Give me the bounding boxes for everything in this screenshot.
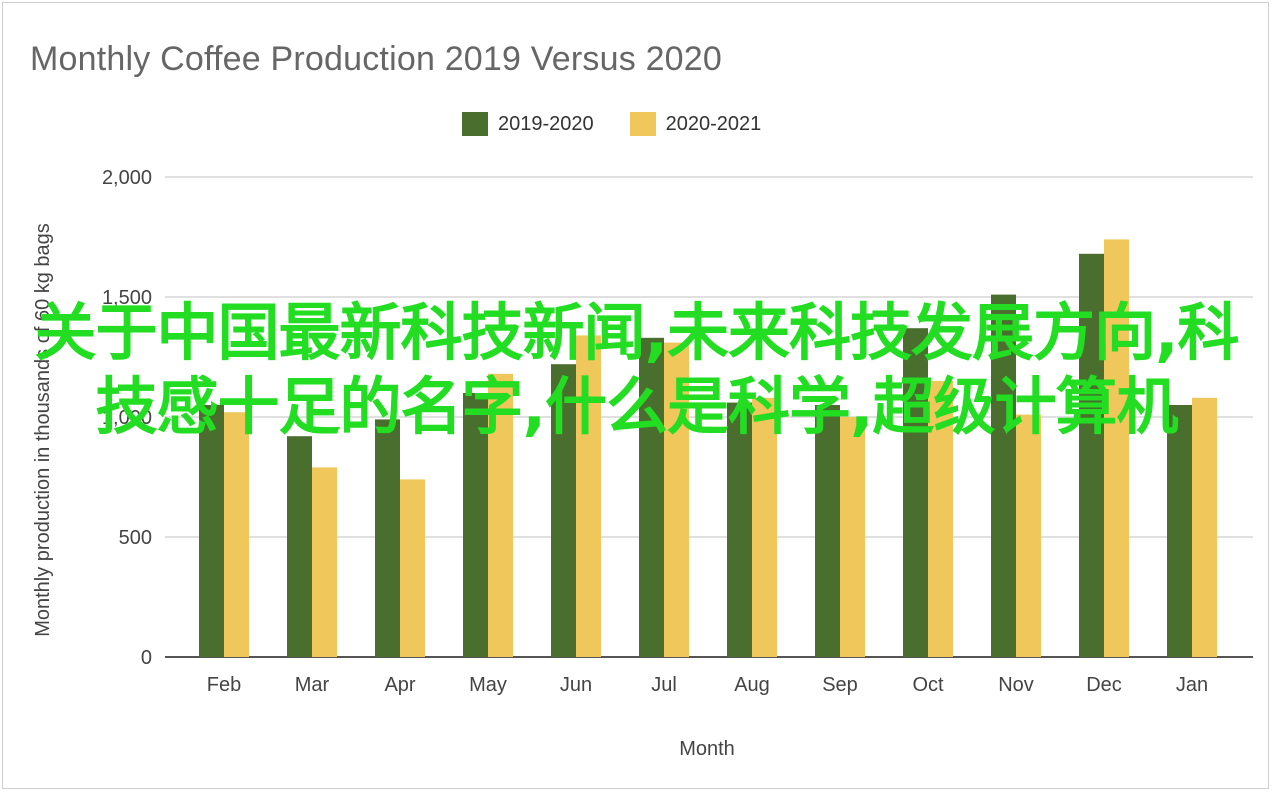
legend-label-series-2: 2020-2021 — [665, 112, 762, 135]
x-tick-label: Apr — [384, 674, 415, 696]
chart-legend: 2019-2020 2020-2021 — [462, 112, 761, 136]
bars — [199, 239, 1217, 658]
bar-2019-2020-Jul — [639, 337, 664, 657]
y-tick-label: 2,000 — [102, 167, 152, 189]
bar-2019-2020-Sep — [815, 405, 840, 657]
bar-2020-2021-Jul — [664, 342, 689, 657]
legend-swatch-series-2 — [629, 112, 656, 136]
bar-2020-2021-Feb — [224, 412, 249, 657]
bar-2019-2020-Nov — [991, 294, 1016, 657]
bar-2019-2020-Jan — [1167, 405, 1192, 657]
bar-2019-2020-Dec — [1079, 253, 1104, 658]
bar-2020-2021-Apr — [400, 479, 425, 657]
y-tick-label: 1,000 — [102, 407, 152, 429]
legend-swatch-series-1 — [462, 112, 488, 136]
x-axis-title: Month — [679, 738, 735, 760]
bar-2020-2021-Jan — [1192, 397, 1217, 657]
y-axis-ticks: 0 500 1,000 1,500 2,000 — [102, 167, 152, 669]
bar-2020-2021-Oct — [928, 381, 953, 657]
chart-title: Monthly Coffee Production 2019 Versus 20… — [30, 40, 723, 78]
bar-2019-2020-Mar — [287, 436, 312, 657]
bar-2019-2020-Aug — [727, 402, 752, 657]
bar-2020-2021-Sep — [840, 417, 865, 657]
legend-item-series-1: 2019-2020 — [462, 112, 594, 136]
bar-2020-2021-May — [488, 373, 513, 657]
bar-2019-2020-Apr — [375, 419, 400, 657]
bar-2020-2021-Mar — [312, 467, 337, 657]
x-tick-label: May — [469, 674, 507, 696]
x-tick-label: Jul — [651, 674, 677, 696]
x-tick-label: Aug — [734, 674, 770, 696]
x-tick-label: Jan — [1176, 674, 1208, 696]
x-tick-label: Feb — [207, 674, 241, 696]
bar-2019-2020-Jun — [551, 364, 576, 657]
x-tick-label: Oct — [912, 674, 944, 696]
bar-2020-2021-Aug — [752, 397, 777, 657]
bar-2019-2020-Oct — [903, 328, 928, 657]
x-tick-label: Sep — [822, 674, 858, 696]
x-tick-label: Mar — [295, 674, 330, 696]
bar-2019-2020-May — [463, 393, 488, 657]
gridlines — [165, 176, 1253, 658]
x-tick-label: Dec — [1086, 674, 1122, 696]
y-tick-label: 0 — [141, 647, 152, 669]
bar-2019-2020-Feb — [199, 405, 224, 657]
y-tick-label: 500 — [119, 527, 152, 549]
bar-2020-2021-Dec — [1104, 239, 1129, 657]
x-tick-label: Nov — [998, 674, 1034, 696]
y-tick-label: 1,500 — [102, 287, 152, 309]
bar-2020-2021-Jun — [576, 335, 601, 657]
x-axis-ticks: Feb Mar Apr May Jun Jul Aug Sep Oct Nov Dec Jan — [207, 674, 1208, 696]
x-tick-label: Jun — [560, 674, 592, 696]
legend-item-series-2: 2020-2021 — [629, 112, 762, 136]
y-axis-title: Monthly production in thousands of 60 kg… — [32, 223, 54, 637]
bar-2020-2021-Nov — [1016, 414, 1041, 657]
legend-label-series-1: 2019-2020 — [498, 112, 594, 135]
